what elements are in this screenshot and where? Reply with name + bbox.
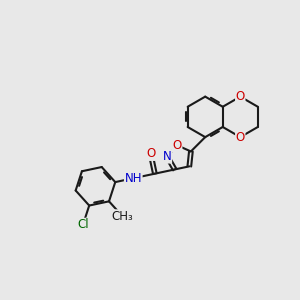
Text: O: O xyxy=(146,147,155,161)
Text: O: O xyxy=(172,139,182,152)
Text: NH: NH xyxy=(124,172,142,185)
Text: N: N xyxy=(163,150,172,163)
Text: Cl: Cl xyxy=(77,218,89,231)
Text: O: O xyxy=(236,90,245,103)
Text: O: O xyxy=(236,130,245,144)
Text: CH₃: CH₃ xyxy=(112,210,134,223)
